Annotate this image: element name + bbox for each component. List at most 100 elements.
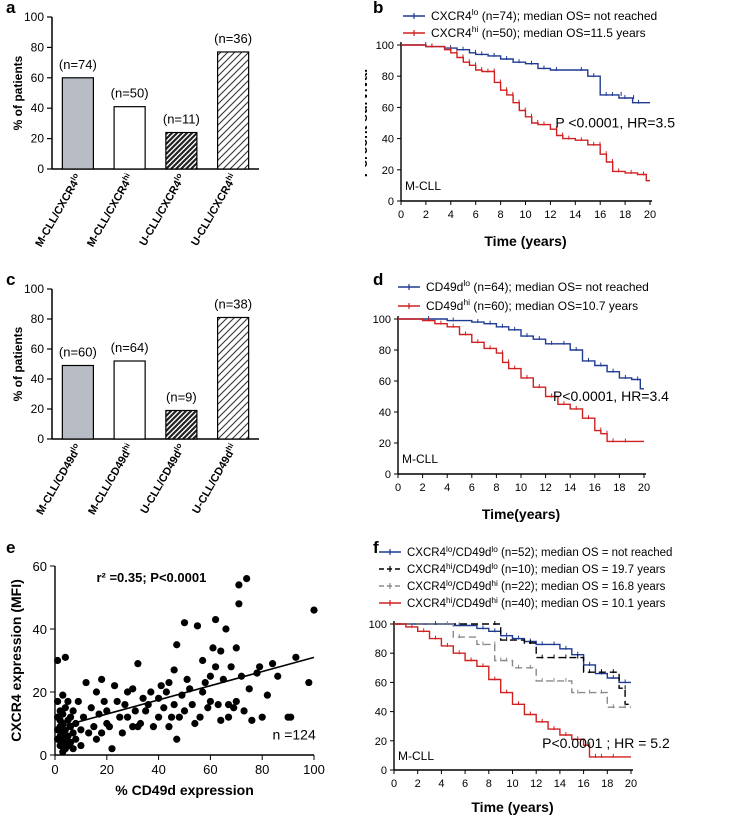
y-tick-label: 0 — [37, 162, 44, 176]
superscript: hi — [491, 596, 498, 605]
scatter-point — [77, 726, 85, 734]
y-tick-label: 20 — [31, 132, 45, 146]
scatter-point — [136, 719, 145, 728]
panel-label-c: c — [6, 270, 16, 289]
bar-annotation: (n=60) — [59, 345, 97, 360]
scatter-point — [305, 678, 313, 687]
superscript: hi — [491, 579, 498, 588]
y-axis-label: Percent survival — [365, 69, 370, 177]
scatter-point — [160, 704, 168, 712]
y-axis-label: Percent survival — [365, 342, 367, 450]
scatter-point — [235, 581, 243, 589]
scatter-point — [61, 726, 69, 734]
x-tick-label: 0 — [391, 778, 397, 790]
bar-4 — [217, 316, 250, 440]
bar-annotation: (n=11) — [163, 112, 200, 127]
y-tick-label: 80 — [31, 312, 45, 326]
scatter-point — [253, 669, 261, 677]
y-tick-label: 0 — [40, 748, 47, 763]
y-tick-label: 0 — [385, 469, 391, 481]
scatter-point — [59, 691, 67, 699]
y-tick-label: 100 — [376, 40, 394, 52]
panel-f: f 0 20 40 60 80 100 0 2 4 6 8 10 12 14 16 18 20 Time (yea… — [347, 538, 730, 819]
x-tick-label: 6 — [462, 778, 468, 790]
scatter-point — [240, 707, 248, 715]
scatter-point — [214, 701, 222, 709]
x-tick-label: 0 — [398, 209, 404, 221]
text-span: /CD49d — [452, 598, 491, 610]
scatter-point — [59, 710, 67, 718]
x-tick-label: 20 — [625, 778, 637, 790]
scatter-point — [274, 672, 282, 680]
x-tick-label: 14 — [569, 209, 581, 221]
text-span: /CD49d — [452, 547, 491, 559]
legend-label: CD49dlo (n=64); median OS= not reached — [426, 278, 649, 294]
text-span: CD49d — [426, 299, 463, 313]
bar-annotation: (n=36) — [214, 31, 252, 46]
x-tick-label: 16 — [589, 482, 601, 494]
category-label: M-CLL/CD49dlo — [32, 441, 84, 517]
text-span: (n=64); median OS= not reached — [470, 280, 649, 294]
x-tick-label: 20 — [644, 209, 656, 221]
text-span: M-CLL/CXCR4 — [85, 178, 133, 249]
y-tick-label: 60 — [31, 342, 45, 356]
scatter-point — [105, 723, 113, 731]
scatter-point — [131, 707, 139, 715]
scatter-point — [134, 660, 142, 668]
scatter-point — [191, 719, 199, 728]
x-tick-label: 14 — [554, 778, 566, 790]
scatter-point — [204, 704, 212, 712]
survival-curve-CXCR4lo/CD49dlo — [394, 623, 631, 684]
x-tick-label: 18 — [619, 209, 631, 221]
bar-4 — [217, 51, 250, 170]
scatter-point — [180, 707, 189, 715]
superscript: lo — [446, 545, 453, 554]
text-span: CXCR4 — [407, 564, 447, 576]
x-tick-label: 4 — [448, 209, 454, 221]
scatter-point — [95, 710, 103, 718]
panel-e: e 0 20 40 60 0 20 40 60 80 100 % CD49d expression C… — [0, 538, 365, 819]
bar-group: 0 20 40 60 80 100 % of patients (n=60) M-CLL/CD4… — [11, 282, 259, 517]
x-tick-label: 60 — [203, 762, 217, 777]
x-tick-label: 0 — [395, 482, 401, 494]
x-tick-label: 6 — [473, 209, 479, 221]
scatter-point — [211, 663, 220, 671]
scatter-point — [237, 672, 246, 680]
scatter-point — [74, 697, 82, 706]
category-label: U-CLL/CXCR4lo — [135, 171, 188, 248]
x-tick-label: 2 — [423, 209, 429, 221]
scatter-point — [268, 660, 277, 668]
superscript: lo — [68, 441, 79, 452]
panel-label-b: b — [373, 0, 384, 17]
y-tick-label: 80 — [375, 648, 387, 660]
scatter-point — [201, 678, 209, 687]
bar-3 — [165, 409, 198, 440]
scatter-point — [263, 691, 271, 699]
scatter-point — [206, 697, 214, 706]
x-tick-label: 18 — [601, 778, 613, 790]
bar-3 — [165, 131, 198, 170]
scatter-point — [61, 653, 69, 661]
scatter-point — [59, 719, 67, 728]
y-axis-label: % of patients — [11, 326, 25, 401]
scatter-point — [123, 688, 132, 696]
y-tick-label: 60 — [33, 559, 47, 574]
scatter-point — [186, 685, 194, 693]
scatter-point — [243, 575, 251, 583]
superscript: lo — [491, 562, 498, 571]
scatter-point — [227, 663, 235, 671]
bar-2 — [113, 106, 146, 170]
scatter-point — [79, 713, 88, 721]
legend-label: CXCR4hi/CD49dlo (n=10); median OS = 19.7… — [407, 562, 666, 577]
x-tick-label: 2 — [420, 482, 426, 494]
panel-label-d: d — [373, 270, 384, 289]
scatter-point — [287, 713, 295, 721]
y-tick-label: 60 — [31, 71, 45, 85]
legend-label: CXCR4hi/CD49dhi (n=40); median OS = 10.1… — [407, 596, 666, 611]
x-tick-label: 80 — [255, 762, 269, 777]
scatter-point — [173, 735, 181, 743]
x-tick-label: 12 — [539, 482, 551, 494]
y-tick-label: 80 — [382, 71, 394, 83]
y-tick-label: 40 — [379, 407, 391, 419]
scatter-point — [149, 723, 158, 731]
